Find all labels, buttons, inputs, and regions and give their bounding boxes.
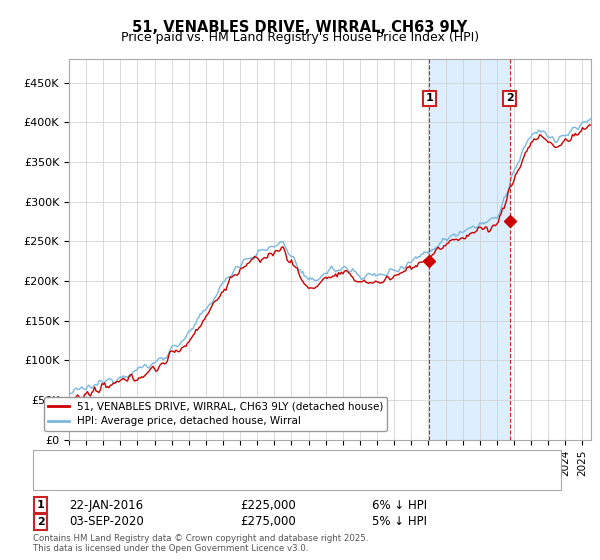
Text: 22-JAN-2016: 22-JAN-2016	[69, 498, 143, 512]
Text: ─────: ─────	[45, 467, 79, 477]
Text: Price paid vs. HM Land Registry's House Price Index (HPI): Price paid vs. HM Land Registry's House …	[121, 31, 479, 44]
Legend: 51, VENABLES DRIVE, WIRRAL, CH63 9LY (detached house), HPI: Average price, detac: 51, VENABLES DRIVE, WIRRAL, CH63 9LY (de…	[44, 397, 388, 431]
Bar	[429, 59, 510, 440]
Text: 5% ↓ HPI: 5% ↓ HPI	[372, 515, 427, 529]
Text: 6% ↓ HPI: 6% ↓ HPI	[372, 498, 427, 512]
Text: HPI: Average price, detached house, Wirral: HPI: Average price, detached house, Wirr…	[87, 478, 322, 488]
Text: £225,000: £225,000	[240, 498, 296, 512]
Text: £275,000: £275,000	[240, 515, 296, 529]
Text: 03-SEP-2020: 03-SEP-2020	[69, 515, 144, 529]
Text: 2: 2	[37, 517, 44, 527]
Text: 51, VENABLES DRIVE, WIRRAL, CH63 9LY: 51, VENABLES DRIVE, WIRRAL, CH63 9LY	[133, 20, 467, 35]
Text: Contains HM Land Registry data © Crown copyright and database right 2025.
This d: Contains HM Land Registry data © Crown c…	[33, 534, 368, 553]
Text: ─────: ─────	[45, 478, 79, 488]
Text: 1: 1	[37, 500, 44, 510]
Text: 2: 2	[506, 94, 514, 104]
Text: 1: 1	[425, 94, 433, 104]
Text: 51, VENABLES DRIVE, WIRRAL, CH63 9LY (detached house): 51, VENABLES DRIVE, WIRRAL, CH63 9LY (de…	[87, 467, 409, 477]
